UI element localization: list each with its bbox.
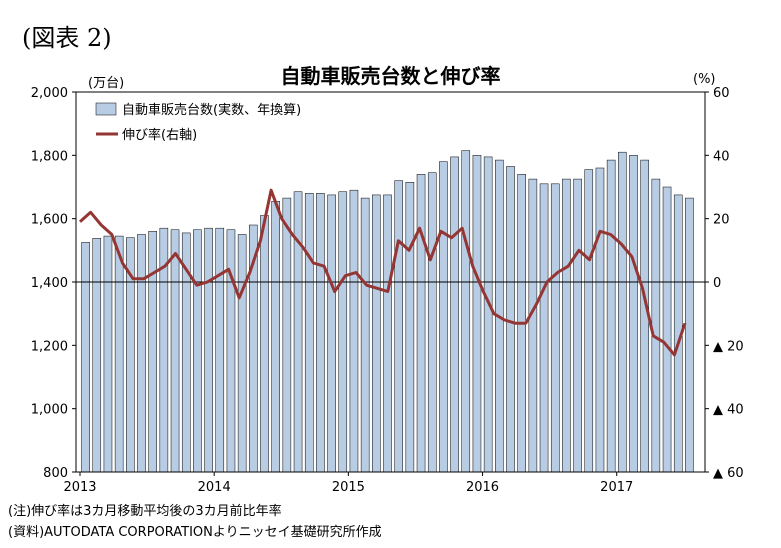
bar [394, 180, 403, 473]
left-tick-label: 1,400 [31, 276, 68, 291]
bar [629, 155, 638, 473]
bar [606, 159, 616, 473]
legend-bar-label: 自動車販売台数(実数、年換算) [122, 102, 301, 118]
bar [483, 156, 493, 473]
right-tick-label: 20 [713, 213, 730, 228]
x-tick-label: 2015 [332, 480, 365, 495]
bar [472, 155, 482, 473]
bar [528, 178, 538, 473]
bar-series [81, 150, 694, 473]
bar [439, 161, 448, 473]
x-tick-label: 2013 [63, 480, 96, 495]
bar [204, 227, 213, 473]
axis-ticks: 2,000 1,800 1,600 1,400 1,200 1,000 800 60 40 20 0… [31, 86, 744, 495]
bar [506, 166, 515, 473]
bar [237, 234, 247, 473]
bar [405, 182, 415, 473]
legend: 自動車販売台数(実数、年換算) 伸び率(右軸) [95, 102, 301, 143]
bar [685, 197, 694, 473]
left-tick-label: 1,200 [31, 339, 68, 354]
legend-bar-swatch [95, 102, 117, 116]
bar [103, 235, 113, 473]
right-tick-label: 40 [713, 149, 730, 164]
bar [662, 186, 672, 473]
right-tick-label: ▲ 20 [713, 339, 744, 354]
x-tick-label: 2014 [198, 480, 231, 495]
bar [562, 178, 571, 473]
bar [349, 189, 359, 473]
bar [137, 234, 146, 473]
chart-title: 自動車販売台数と伸び率 [280, 64, 501, 88]
bar [450, 156, 459, 473]
legend-line-label: 伸び率(右軸) [122, 127, 197, 143]
left-tick-label: 2,000 [31, 86, 68, 101]
left-tick-label: 800 [43, 466, 68, 481]
bar [427, 172, 437, 473]
right-tick-label: ▲ 40 [713, 403, 744, 418]
bar [539, 183, 549, 473]
bar [81, 242, 90, 473]
bar [260, 215, 269, 473]
bar [327, 194, 336, 473]
bar [148, 231, 157, 473]
bar [618, 151, 627, 473]
bar [360, 197, 370, 473]
x-tick-label: 2017 [600, 480, 633, 495]
bar [416, 174, 426, 473]
left-tick-label: 1,000 [31, 403, 68, 418]
bar [170, 229, 180, 473]
bar [293, 191, 303, 473]
right-tick-label: 0 [713, 276, 721, 291]
right-tick-label: ▲ 60 [713, 466, 744, 481]
bar [282, 197, 292, 473]
bar [651, 178, 661, 473]
bar [316, 193, 325, 473]
bar [595, 167, 605, 473]
growth-rate-line [78, 188, 687, 357]
x-tick-label: 2016 [466, 480, 499, 495]
bar [92, 238, 102, 473]
bar [304, 193, 314, 473]
bar [383, 194, 392, 473]
bar [461, 150, 471, 473]
left-tick-label: 1,800 [31, 149, 68, 164]
bar [193, 229, 202, 473]
right-tick-label: 60 [713, 86, 730, 101]
left-axis-unit: (万台) [88, 76, 125, 91]
note-text: (注)伸び率は3カ月移動平均後の3カ月前比年率 [8, 504, 282, 519]
bar [372, 194, 381, 473]
bar [338, 191, 348, 473]
bar [584, 169, 594, 473]
left-tick-label: 1,600 [31, 213, 68, 228]
bar [271, 201, 280, 473]
bar [226, 229, 236, 473]
bar [573, 178, 582, 473]
figure-label: (図表 2) [22, 24, 112, 52]
bar [215, 227, 225, 473]
bar [550, 183, 560, 473]
source-text: (資料)AUTODATA CORPORATIONよりニッセイ基礎研究所作成 [8, 525, 382, 540]
bar [114, 235, 124, 473]
right-axis-unit: (%) [693, 72, 716, 87]
